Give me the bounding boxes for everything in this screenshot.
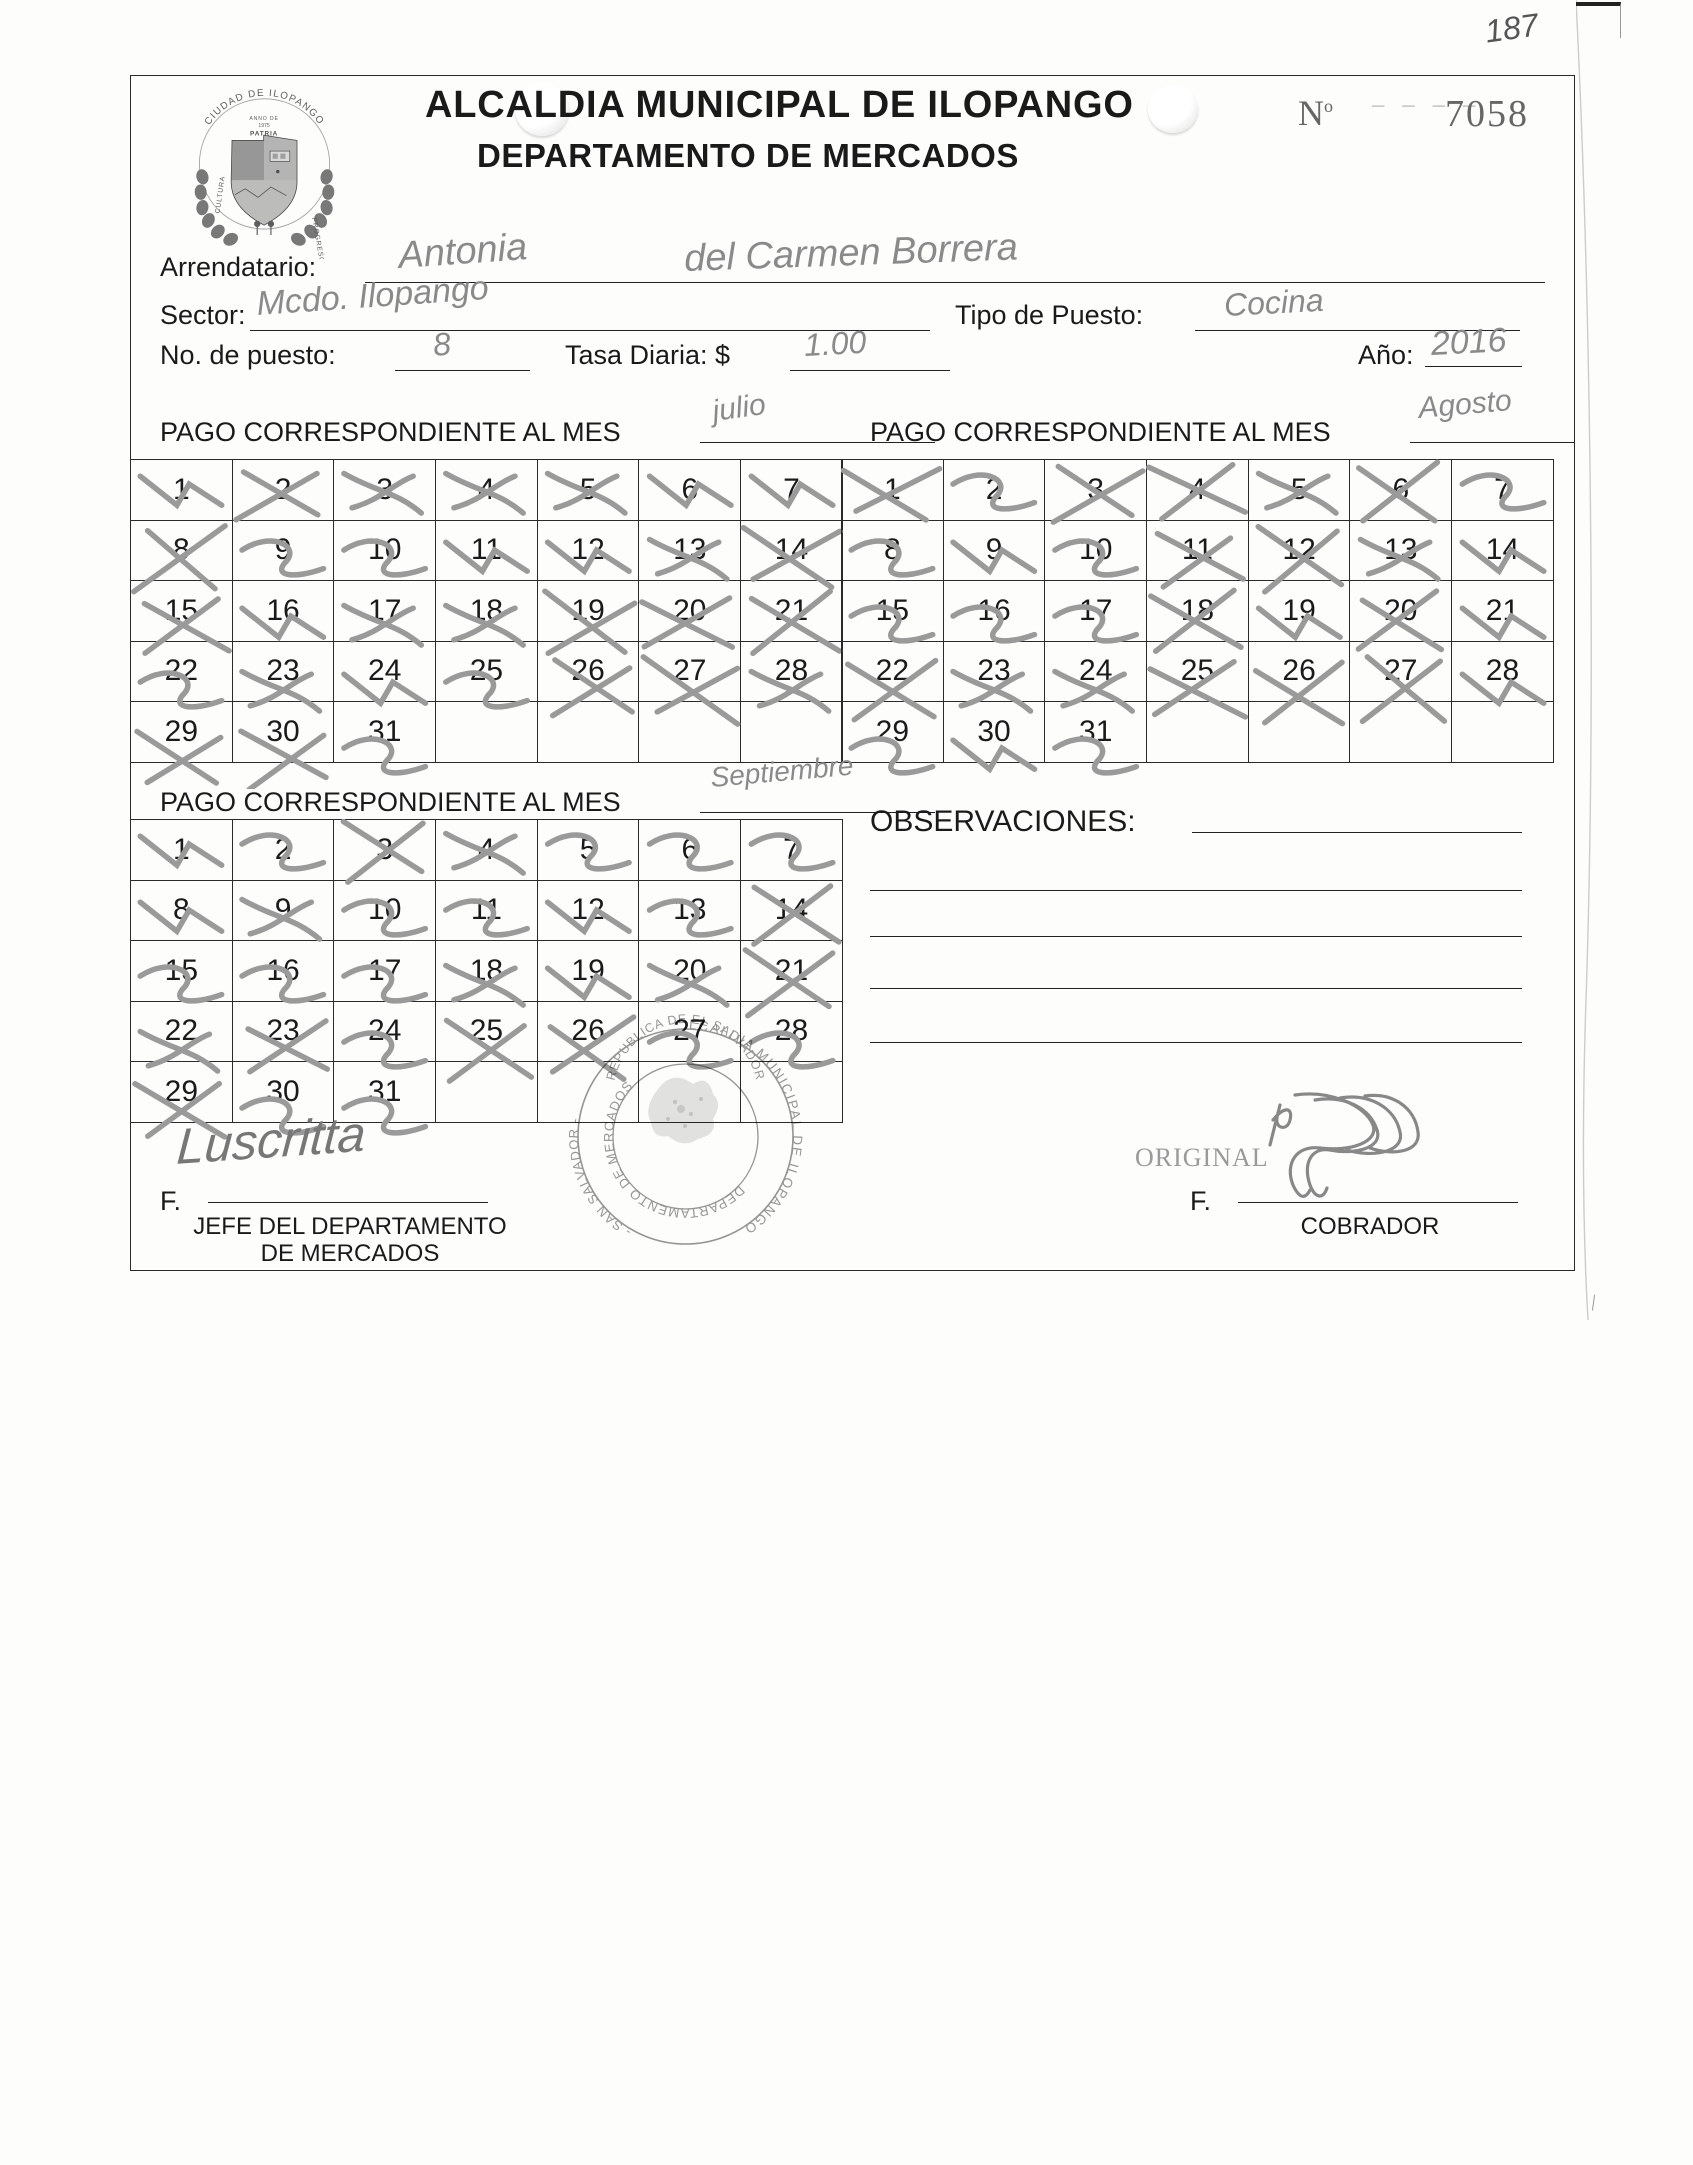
svg-text:1975: 1975 (258, 123, 270, 129)
svg-text:CULTURA: CULTURA (215, 175, 227, 213)
svg-text:REPUBLICA DE EL SALVADOR: REPUBLICA DE EL SALVADOR (604, 1014, 768, 1082)
svg-text:ANNO DE: ANNO DE (249, 116, 278, 122)
